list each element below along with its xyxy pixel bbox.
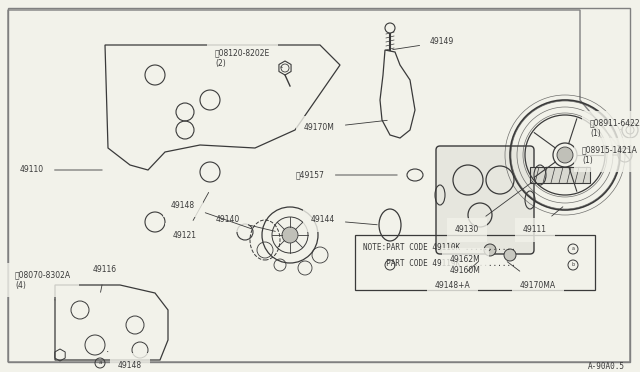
Circle shape	[282, 227, 298, 243]
Circle shape	[484, 244, 496, 256]
Text: A-90A0.5: A-90A0.5	[588, 362, 625, 371]
Text: 49116: 49116	[93, 266, 117, 292]
Circle shape	[504, 249, 516, 261]
Text: PART CODE 49119K ...........: PART CODE 49119K ...........	[363, 259, 516, 268]
Text: ⓜ08915-1421A
(1): ⓜ08915-1421A (1)	[582, 145, 638, 165]
Text: 49170MA: 49170MA	[508, 262, 556, 289]
Circle shape	[557, 147, 573, 163]
Text: 49111: 49111	[523, 207, 563, 234]
Text: 49148: 49148	[108, 352, 142, 369]
Text: 49130: 49130	[455, 182, 532, 234]
Text: 49149: 49149	[393, 38, 454, 49]
Text: ⒲08070-8302A
(4): ⒲08070-8302A (4)	[15, 270, 71, 300]
Text: 49121: 49121	[173, 192, 209, 240]
Text: NOTE:PART CODE 49110K ...........: NOTE:PART CODE 49110K ...........	[363, 243, 516, 252]
Circle shape	[385, 23, 395, 33]
Text: 49162M
49160M: 49162M 49160M	[450, 250, 490, 275]
Text: b: b	[572, 263, 575, 267]
Text: 49148+A: 49148+A	[435, 262, 478, 289]
Text: ⓙ49157: ⓙ49157	[296, 170, 397, 180]
Text: a: a	[572, 247, 575, 251]
Text: 49110: 49110	[20, 166, 102, 174]
Bar	[355, 235, 595, 290]
Text: a: a	[99, 360, 102, 366]
Text: ⒲08120-8202E
(2): ⒲08120-8202E (2)	[215, 48, 282, 68]
FancyBboxPatch shape	[436, 146, 534, 254]
Bar	[530, 167, 590, 183]
Text: 49148: 49148	[171, 201, 252, 229]
Text: 49140: 49140	[216, 215, 275, 231]
Text: 49144: 49144	[311, 215, 377, 225]
Text: 49170M: 49170M	[304, 120, 387, 132]
Text: Ⓣ08911-6422A
(1): Ⓣ08911-6422A (1)	[590, 118, 640, 138]
